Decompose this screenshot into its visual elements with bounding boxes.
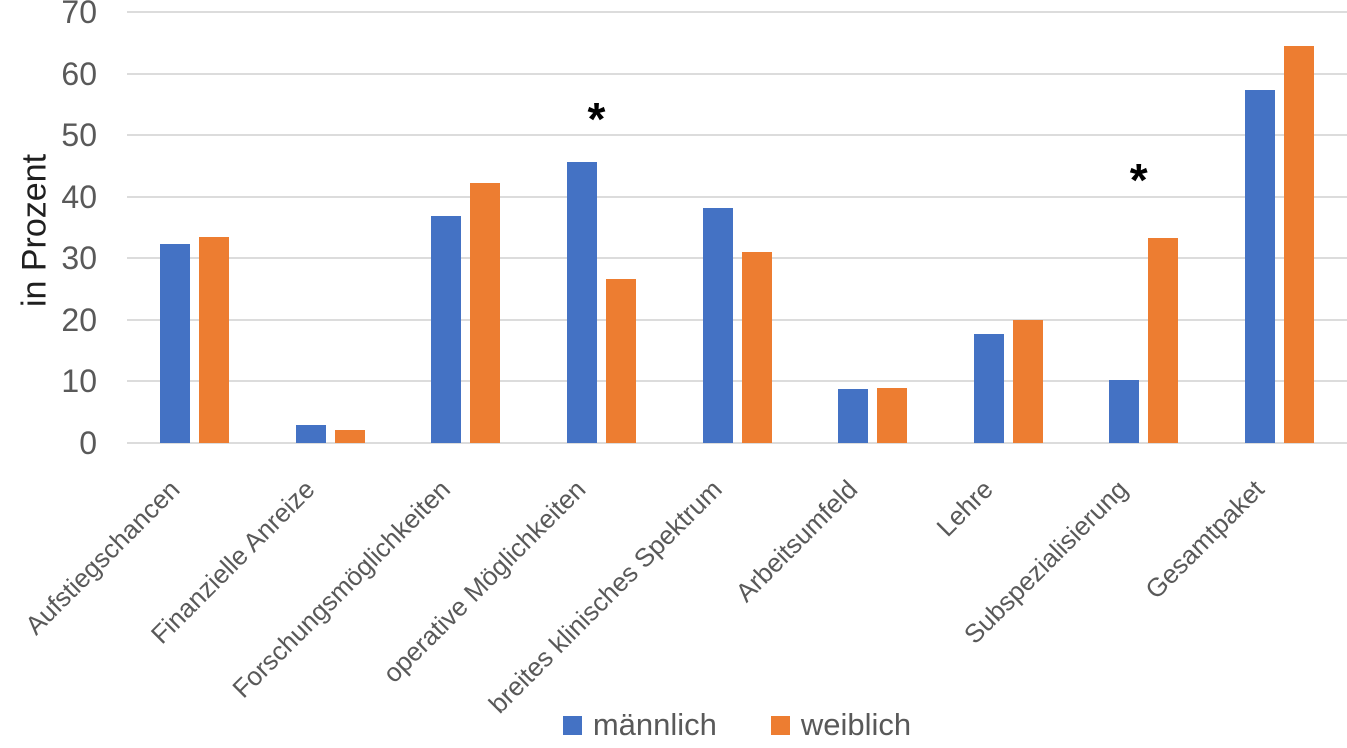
bar — [702, 207, 733, 443]
bar — [741, 252, 772, 443]
gridline — [127, 195, 1347, 198]
bar — [160, 244, 191, 443]
y-tick-label: 30 — [61, 240, 97, 277]
category-label: Arbeitsumfeld — [729, 474, 863, 608]
gridline — [127, 72, 1347, 75]
legend: männlich weiblich — [127, 703, 1347, 747]
legend-label: männlich — [592, 706, 717, 742]
y-tick-label: 50 — [61, 117, 97, 154]
bar — [1148, 237, 1179, 443]
legend-label: weiblich — [800, 706, 912, 742]
y-tick-label: 0 — [79, 425, 97, 461]
bar — [566, 162, 597, 443]
bar — [1283, 46, 1314, 443]
y-tick-label: 60 — [61, 55, 97, 92]
legend-swatch — [770, 715, 790, 735]
bar — [973, 334, 1004, 443]
category-label: breites klinisches Spektrum — [482, 474, 728, 719]
legend-item: männlich — [562, 706, 717, 742]
bar — [1012, 319, 1043, 443]
gridline — [127, 257, 1347, 260]
bar — [295, 425, 326, 443]
bar — [877, 388, 908, 443]
bar — [1244, 89, 1275, 443]
significance-asterisk: * — [1129, 154, 1148, 207]
gridline — [127, 11, 1347, 13]
bar — [199, 237, 230, 443]
legend-swatch — [562, 715, 582, 735]
significance-asterisk: * — [587, 92, 606, 145]
category-label: Forschungsmöglichkeiten — [226, 474, 457, 704]
legend-item: weiblich — [770, 706, 912, 742]
y-tick-label: 20 — [61, 301, 97, 338]
gridline — [127, 380, 1347, 383]
bar — [470, 183, 501, 443]
y-tick-label: 70 — [61, 0, 97, 30]
category-label: Lehre — [930, 474, 999, 543]
bar — [605, 278, 636, 443]
category-label: Gesamtpaket — [1138, 474, 1270, 605]
bar — [431, 216, 462, 443]
gridline — [127, 442, 1347, 444]
bar — [334, 430, 365, 443]
bar — [838, 388, 869, 443]
y-tick-label: 40 — [61, 178, 97, 215]
gridline — [127, 318, 1347, 321]
gridline — [127, 134, 1347, 137]
bar — [1109, 379, 1140, 443]
y-tick-label: 10 — [61, 363, 97, 400]
